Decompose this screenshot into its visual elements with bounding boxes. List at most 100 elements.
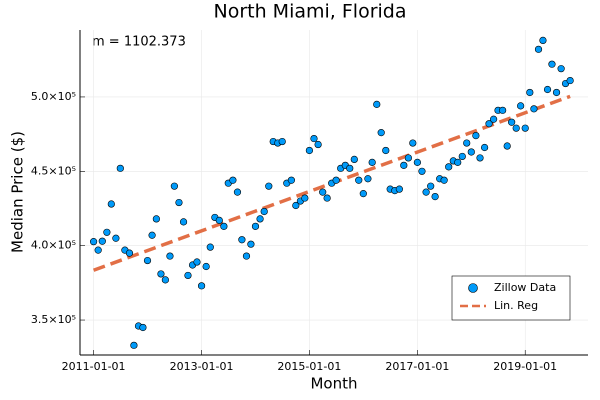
data-point	[197, 282, 206, 290]
x-tick-label: 2017-01-01	[385, 360, 449, 373]
y-tick-label: 4.5×10⁵	[31, 164, 76, 177]
data-point	[382, 146, 390, 155]
chart-title: North Miami, Florida	[214, 1, 407, 23]
x-tick-label: 2019-01-01	[493, 360, 557, 373]
data-point	[103, 228, 111, 236]
legend-label: Lin. Reg	[494, 299, 538, 312]
data-point	[130, 341, 138, 349]
data-point	[454, 158, 462, 166]
data-point	[377, 129, 385, 137]
data-point	[458, 152, 466, 161]
data-point	[107, 200, 115, 208]
data-point	[233, 188, 242, 196]
data-point	[490, 115, 498, 123]
data-point	[247, 240, 255, 248]
data-point	[314, 140, 322, 149]
legend-box	[451, 275, 571, 321]
x-axis-label: Month	[310, 375, 357, 393]
data-point	[242, 252, 251, 260]
data-point	[463, 139, 471, 147]
data-point	[292, 201, 300, 210]
legend-label: Zillow Data	[494, 281, 556, 294]
x-tick-label: 2011-01-01	[62, 360, 126, 373]
data-point	[485, 120, 493, 128]
data-point	[530, 105, 538, 113]
data-point	[179, 218, 188, 226]
data-point	[260, 207, 268, 216]
data-point	[152, 215, 160, 223]
data-point	[139, 323, 147, 332]
data-point	[409, 139, 417, 147]
data-point	[431, 192, 439, 201]
data-point	[251, 222, 260, 230]
data-point	[319, 188, 327, 196]
data-point	[472, 132, 480, 140]
x-tick-label: 2015-01-01	[277, 360, 341, 373]
data-point	[368, 158, 376, 166]
data-point	[89, 238, 98, 246]
data-point	[476, 154, 484, 162]
data-point	[355, 176, 363, 184]
data-point	[323, 194, 331, 202]
data-point	[350, 155, 358, 164]
data-point	[256, 215, 264, 223]
data-point	[170, 182, 178, 190]
data-point	[301, 194, 309, 202]
data-point	[517, 102, 525, 110]
data-point	[543, 85, 552, 94]
data-point	[332, 176, 340, 184]
data-point	[184, 271, 192, 280]
data-point	[534, 45, 543, 53]
data-point	[566, 76, 574, 85]
data-point	[499, 106, 507, 114]
data-point	[467, 148, 475, 156]
y-tick-label: 5.0×10⁵	[31, 90, 76, 103]
data-point	[215, 216, 223, 224]
data-point	[445, 163, 453, 171]
data-point	[508, 118, 516, 126]
data-point	[206, 243, 214, 251]
y-tick-label: 3.5×10⁵	[31, 313, 76, 326]
data-point	[148, 231, 156, 239]
data-point	[238, 236, 246, 244]
data-point	[526, 88, 534, 97]
data-point	[503, 142, 511, 150]
data-point	[310, 134, 318, 143]
data-point	[512, 124, 520, 132]
y-axis-label: Median Price ($)	[9, 131, 27, 253]
data-point	[166, 252, 174, 260]
data-point	[552, 88, 561, 97]
data-point	[229, 176, 237, 184]
data-point	[265, 182, 273, 190]
data-point	[143, 256, 152, 265]
data-point	[364, 175, 372, 183]
data-point	[220, 222, 228, 230]
x-tick-label: 2013-01-01	[170, 360, 234, 373]
data-point	[161, 276, 169, 284]
data-point	[440, 176, 448, 184]
legend-swatch	[468, 283, 478, 293]
data-point	[427, 182, 435, 190]
data-point	[202, 262, 210, 271]
data-point	[539, 36, 547, 45]
data-point	[395, 185, 403, 193]
data-point	[359, 190, 367, 198]
data-point	[548, 60, 556, 68]
data-point	[175, 198, 183, 207]
data-point	[287, 176, 295, 184]
data-point	[94, 246, 102, 254]
data-point	[278, 137, 286, 146]
data-point	[373, 100, 381, 108]
data-point	[557, 65, 565, 73]
data-point	[193, 258, 201, 266]
data-point	[125, 249, 134, 257]
data-point	[305, 146, 314, 155]
data-point	[480, 143, 489, 152]
data-point	[413, 158, 421, 166]
data-point	[157, 270, 165, 278]
data-point	[400, 161, 408, 169]
data-point	[521, 124, 529, 132]
data-point	[112, 234, 120, 242]
data-point	[418, 167, 426, 175]
